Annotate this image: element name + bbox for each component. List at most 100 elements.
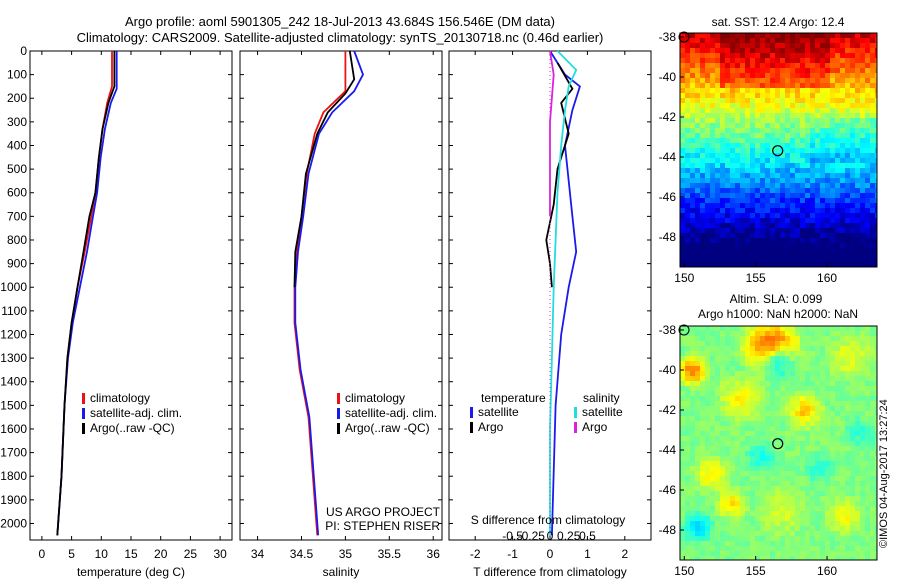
heat-cell	[865, 331, 870, 336]
heat-cell	[775, 406, 780, 411]
heat-cell	[750, 193, 755, 198]
heat-cell	[810, 346, 815, 351]
heat-cell	[720, 48, 725, 53]
heat-cell	[750, 326, 755, 331]
heat-cell	[750, 118, 755, 123]
heat-cell	[775, 546, 780, 551]
heat-cell	[740, 148, 745, 153]
heat-cell	[755, 351, 760, 356]
heat-cell	[805, 193, 810, 198]
heat-cell	[790, 436, 795, 441]
heat-cell	[860, 341, 865, 346]
heat-cell	[680, 173, 685, 178]
heat-cell	[730, 506, 735, 511]
heat-cell	[755, 133, 760, 138]
heat-cell	[750, 168, 755, 173]
heat-cell	[800, 441, 805, 446]
heat-cell	[745, 511, 750, 516]
heat-cell	[775, 123, 780, 128]
heat-cell	[845, 98, 850, 103]
heat-cell	[820, 551, 825, 556]
heat-cell	[710, 133, 715, 138]
heat-cell	[835, 138, 840, 143]
heat-cell	[775, 441, 780, 446]
heat-cell	[750, 426, 755, 431]
heat-cell	[740, 128, 745, 133]
heat-cell	[765, 456, 770, 461]
heat-cell	[875, 356, 877, 361]
heat-cell	[725, 38, 730, 43]
heat-cell	[750, 233, 755, 238]
heat-cell	[765, 63, 770, 68]
heat-cell	[715, 326, 720, 331]
heat-cell	[795, 371, 800, 376]
heat-cell	[755, 436, 760, 441]
heat-cell	[795, 421, 800, 426]
heat-cell	[785, 541, 790, 546]
heat-cell	[710, 486, 715, 491]
heat-cell	[740, 361, 745, 366]
heat-cell	[775, 203, 780, 208]
heat-cell	[845, 208, 850, 213]
heat-cell	[710, 38, 715, 43]
heat-cell	[840, 521, 845, 526]
heat-cell	[760, 78, 765, 83]
heat-cell	[715, 421, 720, 426]
heat-cell	[710, 198, 715, 203]
heat-cell	[800, 38, 805, 43]
heat-cell	[800, 541, 805, 546]
heat-cell	[685, 88, 690, 93]
heat-cell	[735, 426, 740, 431]
heat-cell	[700, 381, 705, 386]
heat-cell	[805, 556, 810, 560]
heat-cell	[690, 361, 695, 366]
heat-cell	[860, 178, 865, 183]
heat-cell	[740, 476, 745, 481]
heat-cell	[730, 253, 735, 258]
heat-cell	[830, 391, 835, 396]
heat-cell	[790, 391, 795, 396]
heat-cell	[745, 198, 750, 203]
heat-cell	[770, 431, 775, 436]
heat-cell	[740, 63, 745, 68]
heat-cell	[745, 233, 750, 238]
heat-cell	[700, 198, 705, 203]
heat-cell	[760, 228, 765, 233]
heat-cell	[825, 436, 830, 441]
heat-cell	[820, 83, 825, 88]
heat-cell	[800, 48, 805, 53]
heat-cell	[850, 48, 855, 53]
heat-cell	[765, 431, 770, 436]
heat-cell	[805, 466, 810, 471]
heat-cell	[835, 83, 840, 88]
heat-cell	[745, 386, 750, 391]
heat-cell	[865, 486, 870, 491]
heat-cell	[730, 128, 735, 133]
heat-cell	[765, 396, 770, 401]
heat-cell	[680, 163, 685, 168]
heat-cell	[800, 33, 805, 38]
heat-cell	[765, 421, 770, 426]
heat-cell	[775, 431, 780, 436]
heat-cell	[865, 346, 870, 351]
heat-cell	[775, 426, 780, 431]
heat-cell	[825, 73, 830, 78]
heat-cell	[865, 78, 870, 83]
heat-cell	[745, 326, 750, 331]
heat-cell	[775, 391, 780, 396]
heat-cell	[820, 253, 825, 258]
heat-cell	[755, 521, 760, 526]
heat-cell	[685, 356, 690, 361]
heat-cell	[690, 366, 695, 371]
heat-cell	[805, 248, 810, 253]
heat-cell	[765, 496, 770, 501]
heat-cell	[695, 471, 700, 476]
heat-cell	[760, 436, 765, 441]
heat-cell	[750, 63, 755, 68]
heat-cell	[770, 436, 775, 441]
heat-cell	[740, 163, 745, 168]
heat-cell	[715, 103, 720, 108]
heat-cell	[705, 506, 710, 511]
heat-cell	[730, 521, 735, 526]
heat-cell	[860, 326, 865, 331]
